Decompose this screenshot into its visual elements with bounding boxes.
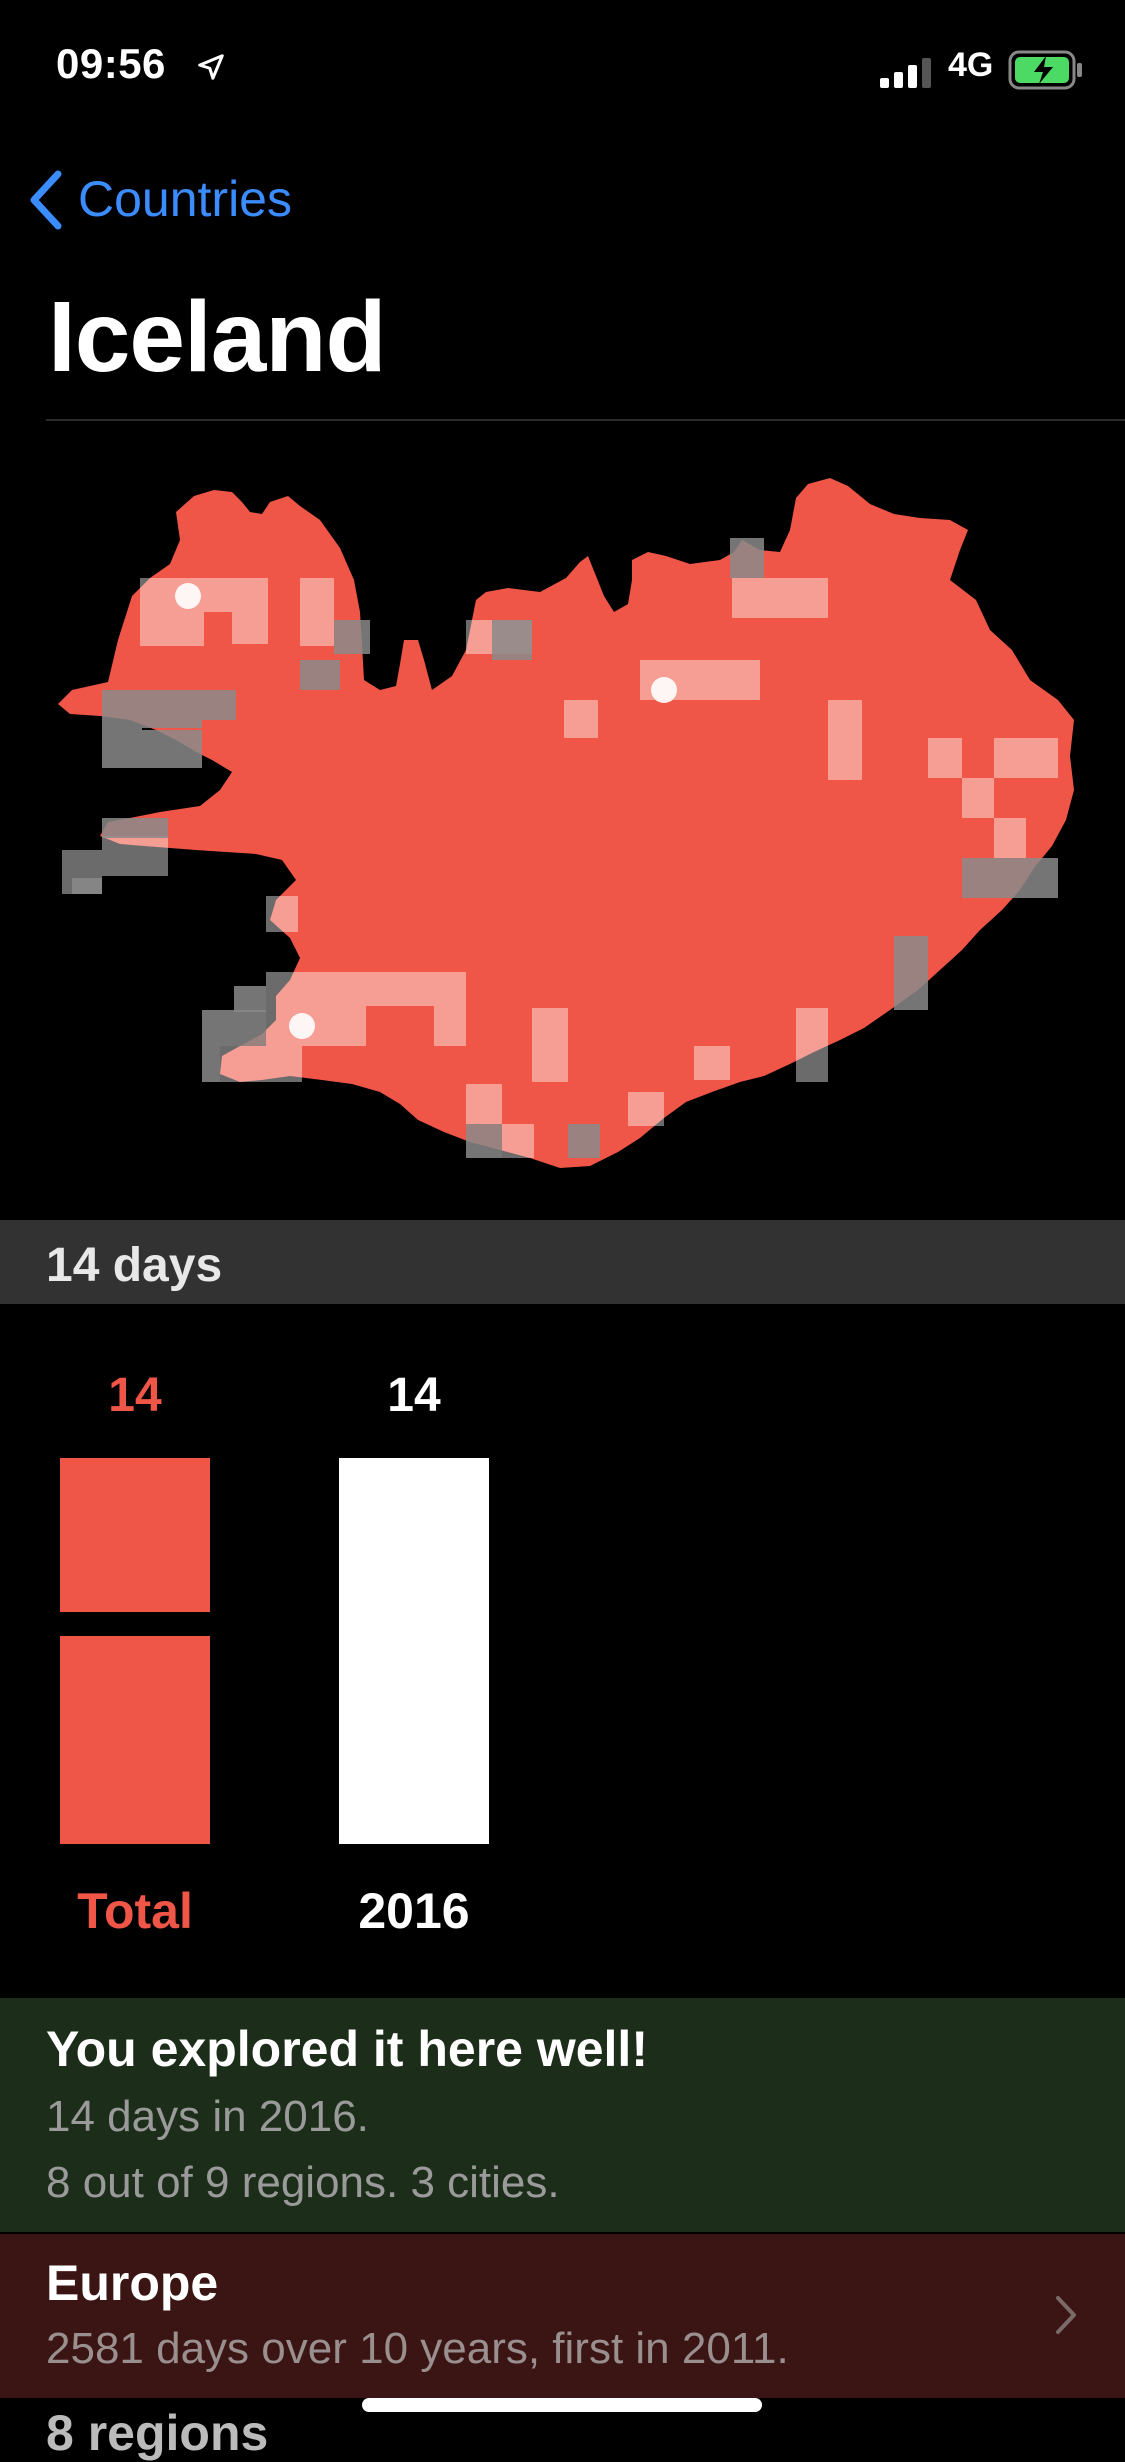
chevron-right-icon: [1056, 2296, 1076, 2334]
signal-bars-icon: [880, 58, 931, 88]
regions-row-label[interactable]: 8 regions: [46, 2405, 269, 2461]
bar-total-segment-top[interactable]: [60, 1458, 210, 1612]
explored-regions: 8 out of 9 regions. 3 cities.: [46, 2158, 560, 2207]
country-map[interactable]: [40, 450, 1085, 1180]
days-summary-label: 14 days: [46, 1239, 223, 1292]
explored-title: You explored it here well!: [46, 2021, 648, 2077]
bar-label-2016: 2016: [358, 1883, 470, 1939]
battery-charging-icon: [1008, 50, 1082, 90]
continent-title: Europe: [46, 2255, 219, 2311]
bar-total-segment-bottom[interactable]: [60, 1635, 210, 1844]
location-arrow-icon: [198, 54, 224, 80]
continent-row-europe[interactable]: [0, 2234, 1125, 2398]
explored-days: 14 days in 2016.: [46, 2092, 369, 2141]
home-indicator[interactable]: [362, 2398, 762, 2412]
divider: [46, 419, 1125, 421]
back-button[interactable]: Countries: [78, 171, 292, 227]
explored-card: [0, 1998, 1125, 2232]
bar-label-total: Total: [77, 1883, 193, 1939]
bar-value-total: 14: [108, 1369, 162, 1422]
page-title: Iceland: [48, 281, 387, 393]
network-type: 4G: [948, 46, 994, 84]
bar-2016[interactable]: [339, 1458, 489, 1844]
bar-value-2016: 14: [387, 1369, 441, 1422]
continent-subtitle: 2581 days over 10 years, first in 2011.: [46, 2324, 789, 2373]
status-time: 09:56: [56, 40, 166, 87]
back-chevron-icon[interactable]: [26, 168, 66, 232]
days-summary-bar: [0, 1220, 1125, 1304]
